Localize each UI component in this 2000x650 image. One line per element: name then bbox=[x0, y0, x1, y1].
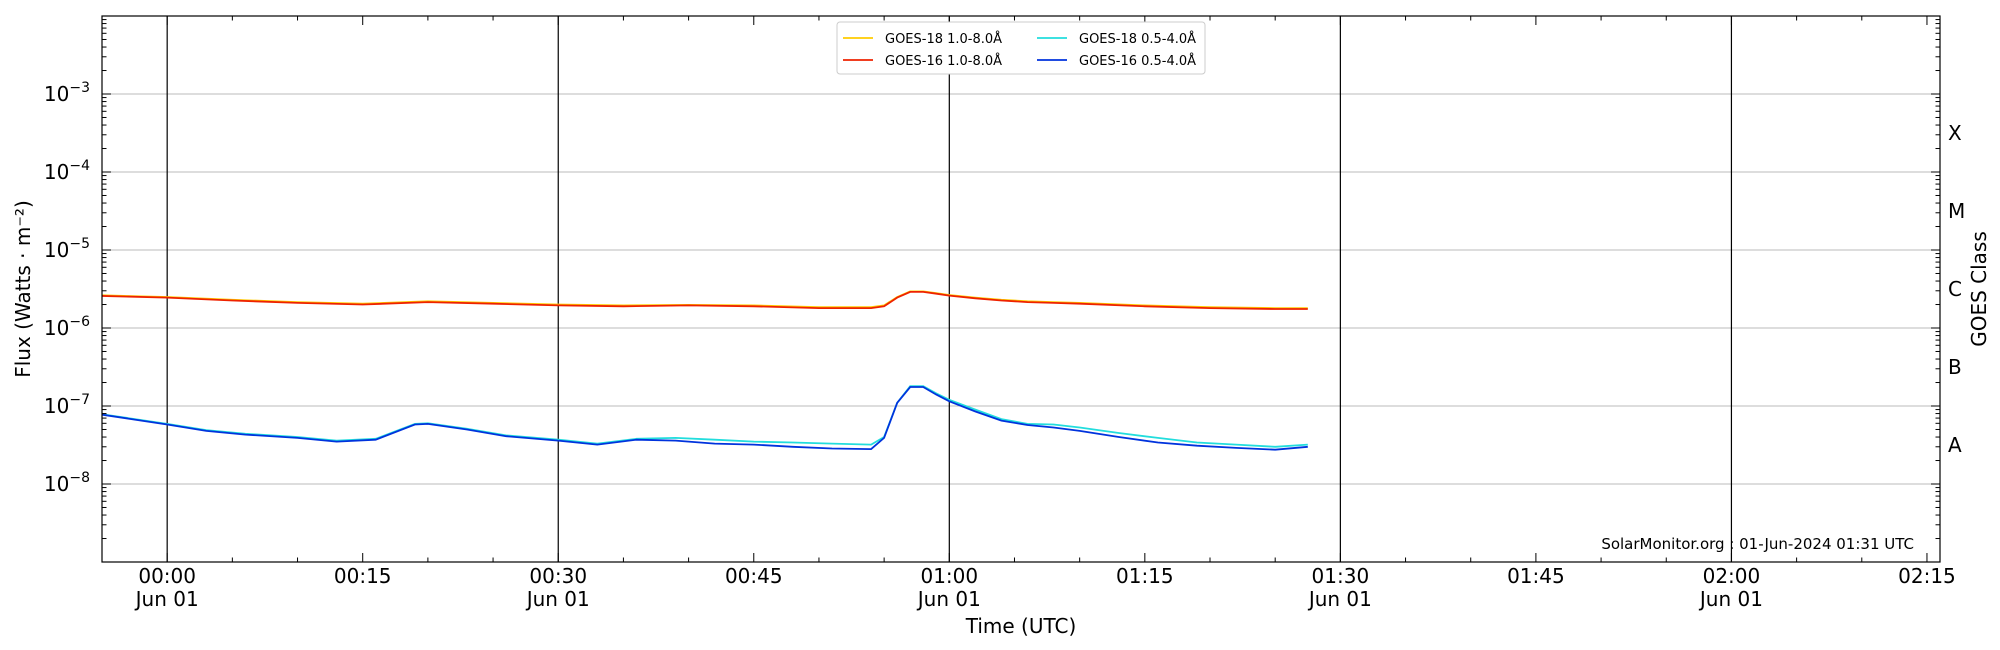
legend-entry-label: GOES-18 1.0-8.0Å bbox=[885, 31, 1002, 47]
goes-class-label: B bbox=[1948, 355, 1962, 379]
day-vertical-lines bbox=[166, 16, 1733, 562]
x-tick-label-time: 02:15 bbox=[1898, 564, 1956, 588]
legend-entry-label: GOES-16 1.0-8.0Å bbox=[885, 53, 1002, 69]
y-tick-label: 10−4 bbox=[44, 158, 90, 184]
legend-box bbox=[836, 21, 1206, 75]
x-tick-label-time: 01:45 bbox=[1507, 564, 1565, 588]
y-axis-title: Flux (Watts · m⁻²) bbox=[11, 200, 35, 378]
gridlines bbox=[102, 93, 1940, 485]
x-tick-label-date: Jun 01 bbox=[134, 587, 199, 611]
x-axis-title: Time (UTC) bbox=[965, 614, 1077, 638]
axis-ticks bbox=[101, 16, 1940, 563]
x-tick-label-date: Jun 01 bbox=[1698, 587, 1763, 611]
y-tick-label: 10−7 bbox=[44, 392, 90, 418]
series-line-3 bbox=[102, 385, 1308, 448]
legend-entry-label: GOES-18 0.5-4.0Å bbox=[1079, 31, 1196, 47]
x-tick-label-date: Jun 01 bbox=[525, 587, 590, 611]
x-tick-label-time: 00:30 bbox=[529, 564, 587, 588]
legend: GOES-18 1.0-8.0Å GOES-16 1.0-8.0Å GOES-18 … bbox=[836, 21, 1206, 75]
y-tick-label: 10−3 bbox=[44, 80, 90, 106]
x-tick-label-time: 01:30 bbox=[1312, 564, 1370, 588]
x-tick-label-time: 01:15 bbox=[1116, 564, 1174, 588]
legend-entry-label: GOES-16 0.5-4.0Å bbox=[1079, 53, 1196, 69]
plot-frame bbox=[101, 15, 1941, 563]
y-tick-label: 10−8 bbox=[44, 470, 90, 496]
x-tick-label-time: 00:45 bbox=[725, 564, 783, 588]
y-tick-label: 10−5 bbox=[44, 236, 90, 262]
goes-class-label: C bbox=[1948, 277, 1962, 301]
series-line-4 bbox=[102, 386, 1308, 451]
x-tick-label-time: 02:00 bbox=[1703, 564, 1761, 588]
y-tick-label: 10−6 bbox=[44, 314, 90, 340]
goes-class-label: A bbox=[1948, 433, 1962, 457]
x-tick-label-time: 00:15 bbox=[334, 564, 392, 588]
x-tick-label-date: Jun 01 bbox=[916, 587, 981, 611]
legend-items: GOES-18 1.0-8.0Å GOES-16 1.0-8.0Å GOES-18 … bbox=[843, 31, 1196, 69]
goes-class-label: X bbox=[1948, 121, 1962, 145]
goes-class-label: M bbox=[1948, 199, 1965, 223]
watermark-credit: SolarMonitor.org : 01-Jun-2024 01:31 UTC bbox=[1601, 535, 1914, 553]
x-tick-label-date: Jun 01 bbox=[1307, 587, 1372, 611]
x-tick-label-time: 01:00 bbox=[920, 564, 978, 588]
series-lines bbox=[102, 290, 1308, 451]
goes-class-axis-title: GOES Class bbox=[1967, 231, 1991, 347]
x-tick-label-time: 00:00 bbox=[138, 564, 196, 588]
series-line-2 bbox=[102, 290, 1308, 310]
